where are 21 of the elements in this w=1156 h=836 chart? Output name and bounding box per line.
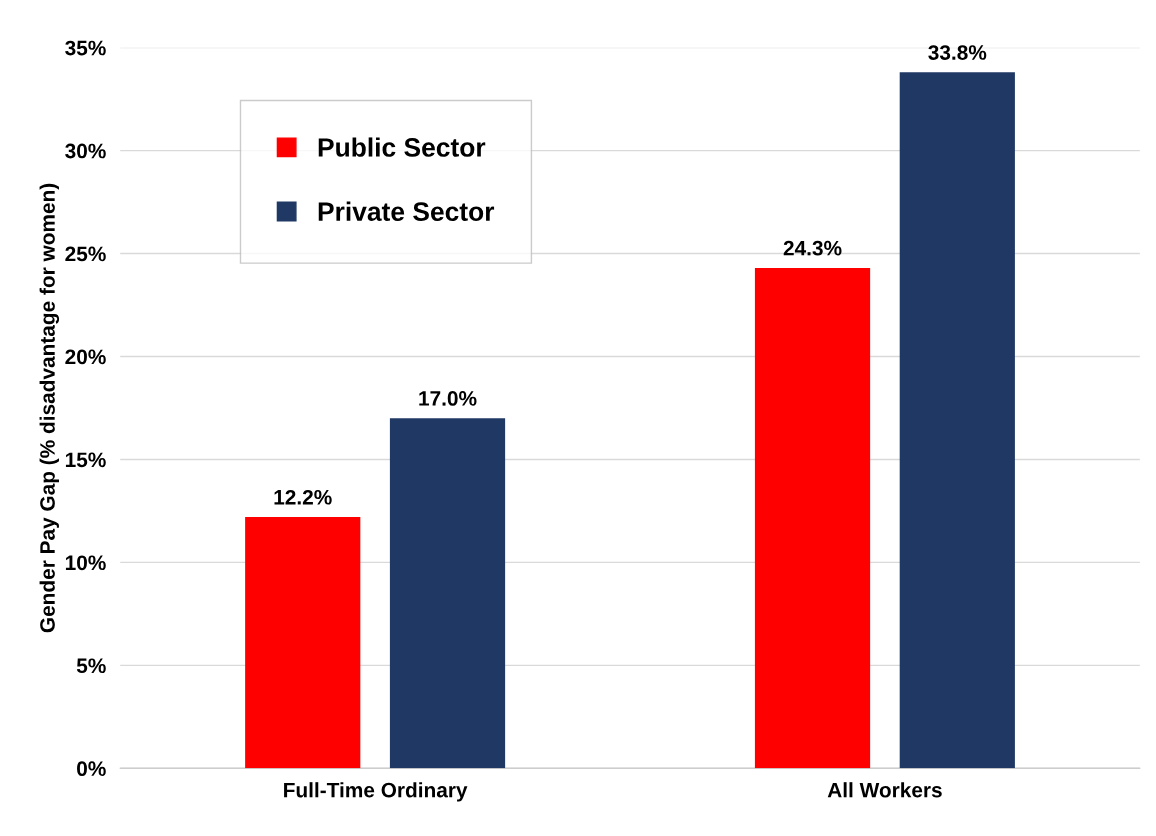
y-tick-label: 30%	[65, 143, 106, 159]
legend-label: Public Sector	[318, 137, 486, 157]
x-tick-label: All Workers	[827, 782, 942, 798]
y-tick-label: 25%	[65, 246, 106, 262]
x-tick-label: Full-Time Ordinary	[284, 782, 468, 802]
bar	[754, 267, 871, 769]
data-label: 17.0%	[419, 391, 477, 406]
data-label: 24.3%	[783, 240, 842, 256]
legend-label: Private Sector	[318, 201, 495, 221]
y-tick-label: 35%	[65, 40, 106, 56]
bar	[899, 72, 1015, 769]
bar	[389, 418, 506, 769]
y-tick-label: 10%	[65, 555, 106, 571]
y-tick-label: 5%	[76, 658, 106, 674]
y-tick-label: 20%	[65, 349, 106, 365]
y-axis-title: Gender Pay Gap (% disadvantage for women)	[39, 183, 60, 633]
data-label: 33.8%	[928, 45, 987, 60]
y-tick-label: 15%	[65, 452, 106, 468]
data-label: 12.2%	[274, 489, 332, 505]
bar	[245, 517, 361, 769]
y-tick-label: 0%	[77, 761, 106, 777]
